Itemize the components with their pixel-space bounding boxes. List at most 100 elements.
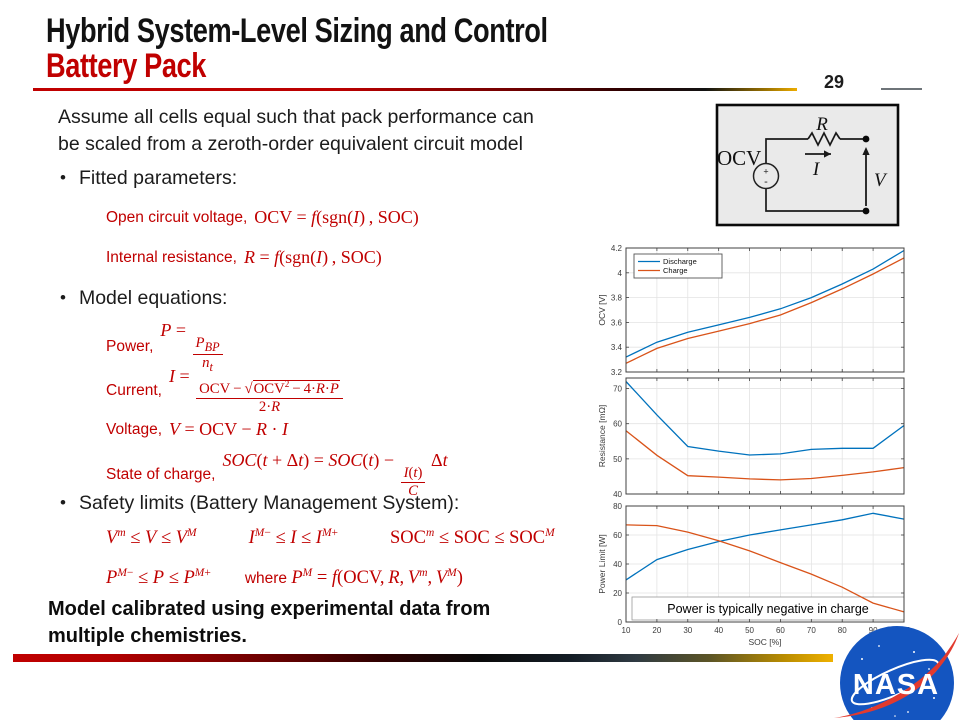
power-limit-chart: 0 20 40 60 80 Power Limit [W] 10 20 30 40 50 60 70 80… — [597, 502, 911, 647]
intro-line-2: be scaled from a zeroth-order equivalent… — [58, 133, 523, 155]
equation-power: Power, P = PBP nt — [106, 320, 225, 374]
series-charge — [625, 430, 905, 481]
series-charge — [625, 257, 905, 364]
equation-voltage-math: V = OCV − R · I — [169, 419, 289, 439]
y-tick-label: 60 — [613, 420, 622, 429]
slide-subtitle: Battery Pack — [46, 47, 207, 85]
y-tick-label: 60 — [613, 531, 622, 540]
equation-resistance: Internal resistance, R = f(sgn(I) , SOC) — [106, 247, 382, 268]
node-dot — [862, 207, 870, 215]
current-limit: IM− ≤ I ≤ IM+ — [248, 527, 338, 549]
closing-statement: Model calibrated using experimental data… — [48, 596, 490, 650]
v-label: V — [874, 170, 888, 191]
legend-box — [633, 253, 723, 279]
source-plus-sign: + — [763, 167, 768, 177]
chart-annotation: Power is typically negative in charge — [667, 602, 869, 616]
y-tick-label: 70 — [613, 385, 622, 394]
bullet-fitted-label: Fitted parameters: — [78, 167, 238, 189]
page-number-rule — [881, 88, 922, 90]
footer-rule — [13, 654, 833, 662]
y-axis-label: Resistance [mΩ] — [597, 405, 607, 468]
equation-ocv-math: OCV = f(sgn(I) , SOC) — [254, 207, 419, 227]
bullet-safety-limits: • Safety limits (Battery Management Syst… — [60, 492, 459, 515]
intro-paragraph: Assume all cells equal such that pack pe… — [58, 104, 534, 158]
nasa-stars — [856, 645, 935, 717]
y-tick-label: 40 — [613, 560, 622, 569]
soc-limit: SOCm ≤ SOC ≤ SOCM — [390, 527, 555, 549]
bullet-model-label: Model equations: — [78, 287, 228, 309]
x-tick-label: 80 — [838, 626, 847, 635]
x-tick-label: 90 — [869, 626, 878, 635]
equation-voltage-label: Voltage, — [106, 420, 163, 438]
series-charge — [625, 524, 905, 613]
equation-ocv: Open circuit voltage, OCV = f(sgn(I) , S… — [106, 207, 419, 228]
page-number: 29 — [824, 72, 845, 92]
y-tick-label: 4.2 — [611, 244, 623, 253]
equation-resistance-label: Internal resistance, — [106, 248, 237, 266]
circuit-box — [715, 103, 900, 227]
y-tick-label: 50 — [613, 455, 622, 464]
closing-line-2: multiple chemistries. — [48, 625, 247, 647]
safety-inequalities-row2: PM− ≤ P ≤ PM+ where PM = f(OCV, R, Vm, V… — [106, 567, 463, 589]
x-tick-label: 40 — [714, 626, 723, 635]
wire — [765, 138, 808, 164]
equation-soc-math: SOC(t + Δt) = SOC(t) − I(t) C Δt — [222, 450, 448, 500]
ocv-label: OCV — [717, 146, 761, 170]
legend-label: Charge — [663, 266, 688, 275]
x-tick-label: 50 — [745, 626, 754, 635]
node-dot — [862, 135, 870, 143]
i-label: I — [812, 159, 821, 180]
nasa-vector-swoosh — [834, 633, 959, 718]
wire — [765, 188, 866, 212]
equation-resistance-math: R = f(sgn(I) , SOC) — [243, 247, 382, 267]
x-tick-label: 70 — [807, 626, 816, 635]
equation-ocv-label: Open circuit voltage, — [106, 208, 248, 226]
legend-label: Discharge — [663, 257, 697, 266]
x-tick-label: 60 — [776, 626, 785, 635]
y-tick-label: 40 — [613, 490, 622, 499]
y-tick-label: 4 — [618, 269, 623, 278]
equation-current: Current, I = OCV − √OCV2 − 4·R·P 2·R — [106, 366, 345, 416]
series-discharge — [625, 512, 905, 581]
y-tick-label: 80 — [613, 502, 622, 511]
y-axis-label: OCV [V] — [597, 294, 607, 325]
source-minus-sign: - — [764, 176, 768, 188]
nasa-globe — [840, 626, 954, 720]
intro-line-1: Assume all cells equal such that pack pe… — [58, 106, 534, 128]
power-limit: PM− ≤ P ≤ PM+ — [106, 567, 211, 589]
bullet-icon: • — [60, 168, 66, 187]
slide-title: Hybrid System-Level Sizing and Control — [46, 12, 548, 50]
resistance-chart: 40 50 60 70 Resistance [mΩ] — [597, 377, 905, 499]
y-tick-label: 3.4 — [611, 343, 623, 352]
current-arrowhead — [824, 150, 831, 158]
voltage-arrowhead — [862, 147, 870, 155]
y-tick-label: 3.6 — [611, 318, 623, 327]
nasa-logo: NASA — [834, 626, 959, 720]
equation-current-math: I = OCV − √OCV2 − 4·R·P 2·R — [169, 366, 345, 416]
bullet-model-equations: • Model equations: — [60, 287, 227, 310]
voltage-limit: Vm ≤ V ≤ VM — [106, 527, 197, 549]
header-rule — [33, 88, 797, 91]
equation-soc-label: State of charge, — [106, 466, 216, 483]
r-label: R — [815, 114, 828, 135]
bullet-icon: • — [60, 493, 66, 512]
series-discharge — [625, 381, 905, 456]
bullet-safety-label: Safety limits (Battery Management System… — [78, 492, 460, 514]
x-tick-label: 30 — [683, 626, 692, 635]
x-axis-label: SOC [%] — [748, 637, 781, 647]
resistor-icon — [807, 131, 841, 147]
y-tick-label: 0 — [618, 618, 623, 627]
bullet-icon: • — [60, 288, 66, 307]
equation-current-label: Current, — [106, 382, 162, 399]
equation-power-label: Power, — [106, 338, 154, 356]
power-limit-definition: where PM = f(OCV, R, Vm, VM) — [244, 567, 463, 589]
nasa-wordmark: NASA — [853, 669, 939, 701]
equation-power-math: P = PBP nt — [160, 320, 224, 374]
x-tick-label: 10 — [622, 626, 631, 635]
y-tick-label: 3.2 — [611, 368, 623, 377]
equation-soc: State of charge, SOC(t + Δt) = SOC(t) − … — [106, 450, 448, 500]
equation-voltage: Voltage, V = OCV − R · I — [106, 419, 288, 440]
y-axis-label: Power Limit [W] — [597, 534, 607, 594]
closing-line-1: Model calibrated using experimental data… — [48, 598, 491, 620]
